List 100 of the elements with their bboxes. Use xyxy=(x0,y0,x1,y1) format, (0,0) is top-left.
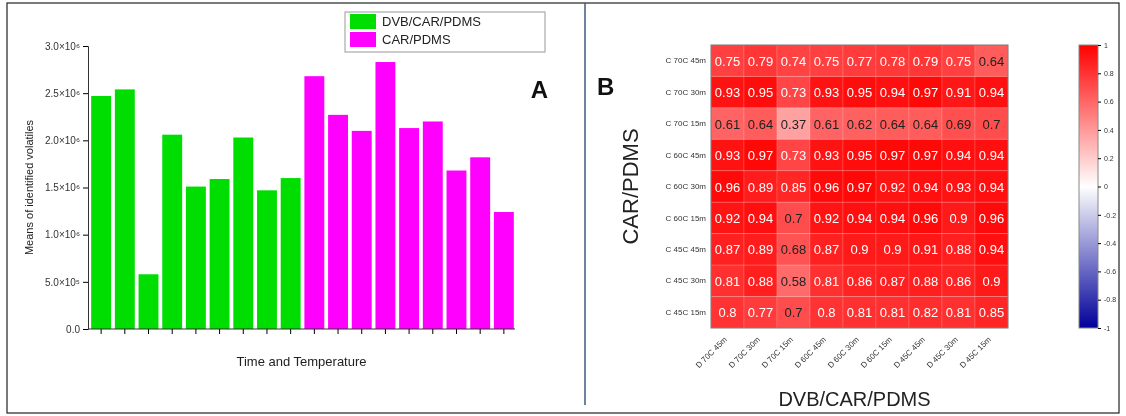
data-label: 0.7 xyxy=(784,210,803,226)
data-label: 0.62 xyxy=(846,116,873,132)
data-label: 0.93 xyxy=(813,148,840,164)
text: A xyxy=(530,76,548,103)
x-axis-title: Time and Temperature xyxy=(236,354,367,369)
data-label: 0.68 xyxy=(780,242,807,258)
data-label: 0.81 xyxy=(813,273,840,289)
data-label: 0.9 xyxy=(850,242,869,258)
bar xyxy=(209,179,230,329)
data-label: 0.92 xyxy=(714,210,741,226)
data-label: 0.88 xyxy=(912,273,939,289)
data-label: 0.97 xyxy=(912,85,939,101)
bar xyxy=(351,130,372,329)
data-label: 0.96 xyxy=(813,179,840,195)
bar xyxy=(233,137,254,329)
data-label: 0.94 xyxy=(945,148,972,164)
data-label: 0.91 xyxy=(912,242,939,258)
data-label: 0.81 xyxy=(945,305,972,321)
data-label: 0.94 xyxy=(978,85,1005,101)
data-label: 0.91 xyxy=(945,85,972,101)
y-tick-label: C 45C 45m xyxy=(665,244,707,254)
data-label: 0.94 xyxy=(978,148,1005,164)
data-label: 0.9 xyxy=(883,242,902,258)
data-label: 0.93 xyxy=(714,85,741,101)
data-label: 0.82 xyxy=(912,305,939,321)
data-label: 0.93 xyxy=(813,85,840,101)
bar xyxy=(493,212,514,329)
data-label: 0.94 xyxy=(912,179,939,195)
y-tick-label: C 70C 15m xyxy=(665,119,707,129)
data-label: 0.87 xyxy=(714,242,741,258)
data-label: 0.64 xyxy=(747,116,774,132)
y-axis-title: Means of identified volatiles xyxy=(23,119,35,256)
data-label: 0.8 xyxy=(817,305,836,321)
data-label: 0.58 xyxy=(780,273,807,289)
bar xyxy=(375,62,396,329)
data-label: 0.96 xyxy=(714,179,741,195)
data-label: 0.75 xyxy=(714,53,741,69)
data-label: 0.97 xyxy=(879,148,906,164)
bar xyxy=(470,157,491,329)
y-tick-label: C 45C 30m xyxy=(665,276,707,286)
data-label: 0.9 xyxy=(949,210,968,226)
y-tick-label: 0.0 xyxy=(66,323,81,335)
data-label: 0.77 xyxy=(846,53,873,69)
data-label: 0.95 xyxy=(846,148,873,164)
bar xyxy=(257,190,277,329)
bar xyxy=(185,186,206,329)
data-label: 0.75 xyxy=(813,53,840,69)
data-label: 0.96 xyxy=(978,210,1005,226)
data-label: 0.61 xyxy=(813,116,840,132)
bar xyxy=(328,114,348,329)
data-label: 0.69 xyxy=(945,116,972,132)
y-tick-label: 5.0×10⁵ xyxy=(44,276,80,288)
data-label: 0.89 xyxy=(747,242,774,258)
data-label: 0.64 xyxy=(978,53,1005,69)
data-label: 0.97 xyxy=(912,148,939,164)
bar xyxy=(280,178,301,329)
y-tick-label: 2.0×10⁶ xyxy=(45,135,80,147)
legend-label: DVB/CAR/PDMS xyxy=(382,14,482,29)
data-label: 0.75 xyxy=(945,53,972,69)
text: B xyxy=(597,73,615,100)
bar xyxy=(138,274,159,329)
y-axis-title: CAR/PDMS xyxy=(618,128,643,245)
data-label: 0.97 xyxy=(846,179,873,195)
data-label: 0.79 xyxy=(747,53,774,69)
data-label: 0.94 xyxy=(978,179,1005,195)
data-label: 0.87 xyxy=(813,242,840,258)
data-label: 0.92 xyxy=(879,179,906,195)
y-tick-label: 1.0×10⁶ xyxy=(45,229,80,241)
data-label: 0.64 xyxy=(879,116,906,132)
data-label: 0.96 xyxy=(912,210,939,226)
data-label: 0.86 xyxy=(846,273,873,289)
y-tick-label: C 60C 45m xyxy=(665,150,707,160)
data-label: 0.81 xyxy=(879,305,906,321)
bar xyxy=(422,121,443,329)
data-label: 0.94 xyxy=(879,85,906,101)
data-label: 0.73 xyxy=(780,148,807,164)
data-label: 0.64 xyxy=(912,116,939,132)
bar xyxy=(399,128,420,329)
data-label: 0.94 xyxy=(747,210,774,226)
data-label: 0.85 xyxy=(780,179,807,195)
data-label: 0.81 xyxy=(714,273,741,289)
data-label: 0.8 xyxy=(718,305,737,321)
data-label: 0.93 xyxy=(945,179,972,195)
data-label: 0.9 xyxy=(982,273,1001,289)
data-label: 0.81 xyxy=(846,305,873,321)
y-tick-label: C 45C 15m xyxy=(665,307,707,317)
data-label: 0.94 xyxy=(978,242,1005,258)
data-label: 0.88 xyxy=(747,273,774,289)
data-label: 0.89 xyxy=(747,179,774,195)
x-axis-title: DVB/CAR/PDMS xyxy=(778,388,931,410)
y-tick-label: C 70C 30m xyxy=(665,87,707,97)
y-tick-label: 1.5×10⁶ xyxy=(45,182,80,194)
data-label: 0.74 xyxy=(780,53,807,69)
data-label: 0.85 xyxy=(978,305,1005,321)
data-label: 0.95 xyxy=(846,85,873,101)
bar xyxy=(446,170,467,329)
data-label: 0.86 xyxy=(945,273,972,289)
data-label: 0.94 xyxy=(879,210,906,226)
legend-label: CAR/PDMS xyxy=(382,32,451,47)
bar xyxy=(91,96,112,329)
